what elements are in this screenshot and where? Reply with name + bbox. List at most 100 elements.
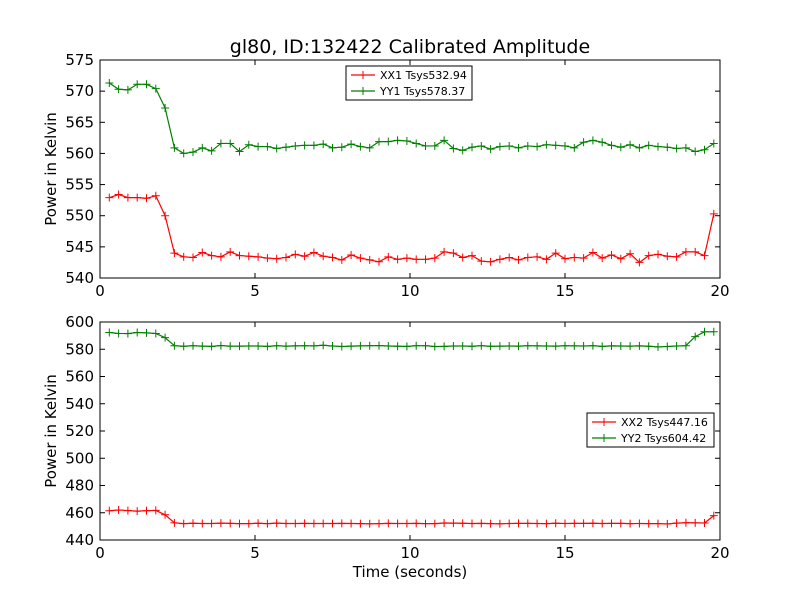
top-series-2-point xyxy=(347,140,356,149)
top-series-2-point xyxy=(449,144,458,153)
bottom-series-2-point xyxy=(300,341,309,350)
bottom-series-1-point xyxy=(570,519,579,528)
chart-title: gl80, ID:132422 Calibrated Amplitude xyxy=(230,36,590,58)
bottom-series-2-point xyxy=(189,341,197,350)
bottom-series-1-point xyxy=(123,506,132,515)
bottom-series-1-point xyxy=(616,519,625,528)
bottom-series-1-point xyxy=(681,518,690,527)
bottom-series-2-point xyxy=(709,327,718,336)
bottom-plot: 0 5 10 15 20 440 460 480 500 520 540 560 580 600 XX2 T… xyxy=(65,313,729,562)
bottom-series-1-point xyxy=(291,519,300,528)
bottom-series-1-point xyxy=(514,519,523,528)
top-series-1-point xyxy=(123,193,132,202)
bottom-series-2-point xyxy=(430,342,439,351)
bottom-series-1-point xyxy=(579,519,588,528)
bottom-series-2-point xyxy=(365,341,374,350)
bottom-series-1-point xyxy=(216,519,225,528)
bottom-series-1-point xyxy=(337,519,346,528)
top-legend-entry: XX1 Tsys532.94 xyxy=(380,69,467,82)
top-series-1-point xyxy=(412,255,421,264)
bottom-ytick-label: 540 xyxy=(65,395,94,413)
top-series-2-point xyxy=(375,137,383,146)
top-series-1-point xyxy=(495,255,504,264)
bottom-series-1-point xyxy=(244,519,253,528)
top-series-1-point xyxy=(430,254,439,263)
top-series-1-point xyxy=(588,248,597,257)
top-series-line-1 xyxy=(109,193,715,264)
bottom-series-2-point xyxy=(328,341,337,350)
top-series-1-point xyxy=(514,255,523,264)
top-series-2-point xyxy=(300,141,309,150)
top-series-2-point xyxy=(430,141,439,150)
top-series-1-point xyxy=(570,253,579,262)
bottom-series-2-point xyxy=(244,341,253,350)
top-series-2-point xyxy=(644,141,653,150)
top-series-1-point xyxy=(551,249,560,258)
top-series-2-point xyxy=(161,103,170,112)
bottom-series-1-point xyxy=(114,506,123,515)
top-series-2-point xyxy=(681,143,690,152)
bottom-series-2-point xyxy=(272,341,281,350)
top-series-2-point xyxy=(170,143,179,152)
top-series-2-point xyxy=(579,138,588,147)
bottom-series-2-point xyxy=(477,341,486,350)
top-series-1-point xyxy=(672,252,681,261)
top-series-2-point xyxy=(626,140,635,149)
bottom-series-1-point xyxy=(598,519,607,528)
bottom-series-2-point xyxy=(142,328,151,337)
top-series-1-point xyxy=(421,255,430,264)
bottom-series-2-point xyxy=(691,332,700,341)
top-series-1-point xyxy=(561,254,569,263)
bottom-series-2-point xyxy=(561,341,569,350)
top-series-1-point xyxy=(607,250,616,259)
top-series-2-point xyxy=(198,143,207,152)
top-series-1-point xyxy=(477,257,486,266)
top-legend-marker xyxy=(359,71,367,79)
top-series-1-point xyxy=(375,257,383,266)
bottom-series-1-point xyxy=(533,519,542,528)
bottom-series-1-point xyxy=(561,519,569,528)
bottom-series-2-point xyxy=(700,327,709,336)
top-series-2-point xyxy=(477,141,486,150)
top-series-1-point xyxy=(170,249,179,258)
bottom-series-1-point xyxy=(282,519,290,528)
top-series-2-point xyxy=(282,143,290,152)
bottom-series-1-point xyxy=(226,519,235,528)
bottom-series-1-point xyxy=(142,506,151,515)
top-series-2-point xyxy=(328,143,337,152)
bottom-series-2-point xyxy=(347,342,356,351)
top-series-1-point xyxy=(681,247,690,256)
bottom-series-2-point xyxy=(263,342,272,351)
top-series-1-point xyxy=(449,249,458,258)
bottom-series-2-point xyxy=(458,341,467,350)
top-series-1-point xyxy=(114,190,123,199)
bottom-series-1-point xyxy=(328,519,337,528)
top-series-1-point xyxy=(179,252,188,261)
top-series-1-point xyxy=(282,253,290,262)
top-series-1-point xyxy=(272,254,281,263)
top-series-1-point xyxy=(616,254,625,263)
bottom-series-2-point xyxy=(607,341,616,350)
top-series-2-point xyxy=(421,141,430,150)
bottom-series-2-point xyxy=(468,342,476,351)
top-series-2-point xyxy=(319,140,328,149)
top-series-2-point xyxy=(561,141,569,150)
top-legend-box xyxy=(345,65,473,101)
top-series-2-point xyxy=(105,79,114,88)
top-series-1 xyxy=(105,190,718,267)
bottom-series-2-point xyxy=(337,342,346,351)
top-series-1-point xyxy=(468,251,476,260)
top-xtick-label: 0 xyxy=(95,282,105,300)
top-xtick-label: 10 xyxy=(400,282,419,300)
bottom-legend-box xyxy=(586,412,715,448)
bottom-series-2-point xyxy=(114,329,123,338)
top-series-1-point xyxy=(244,252,253,261)
top-series-2-point xyxy=(654,142,662,151)
bottom-series-2-point xyxy=(440,342,449,351)
top-series-2-point xyxy=(272,144,281,153)
bottom-series-1-point xyxy=(319,519,328,528)
top-series-2-point xyxy=(495,142,504,151)
bottom-series-2-point xyxy=(588,341,597,350)
bottom-series-1-point xyxy=(700,518,709,527)
bottom-series-1-point xyxy=(430,519,439,528)
